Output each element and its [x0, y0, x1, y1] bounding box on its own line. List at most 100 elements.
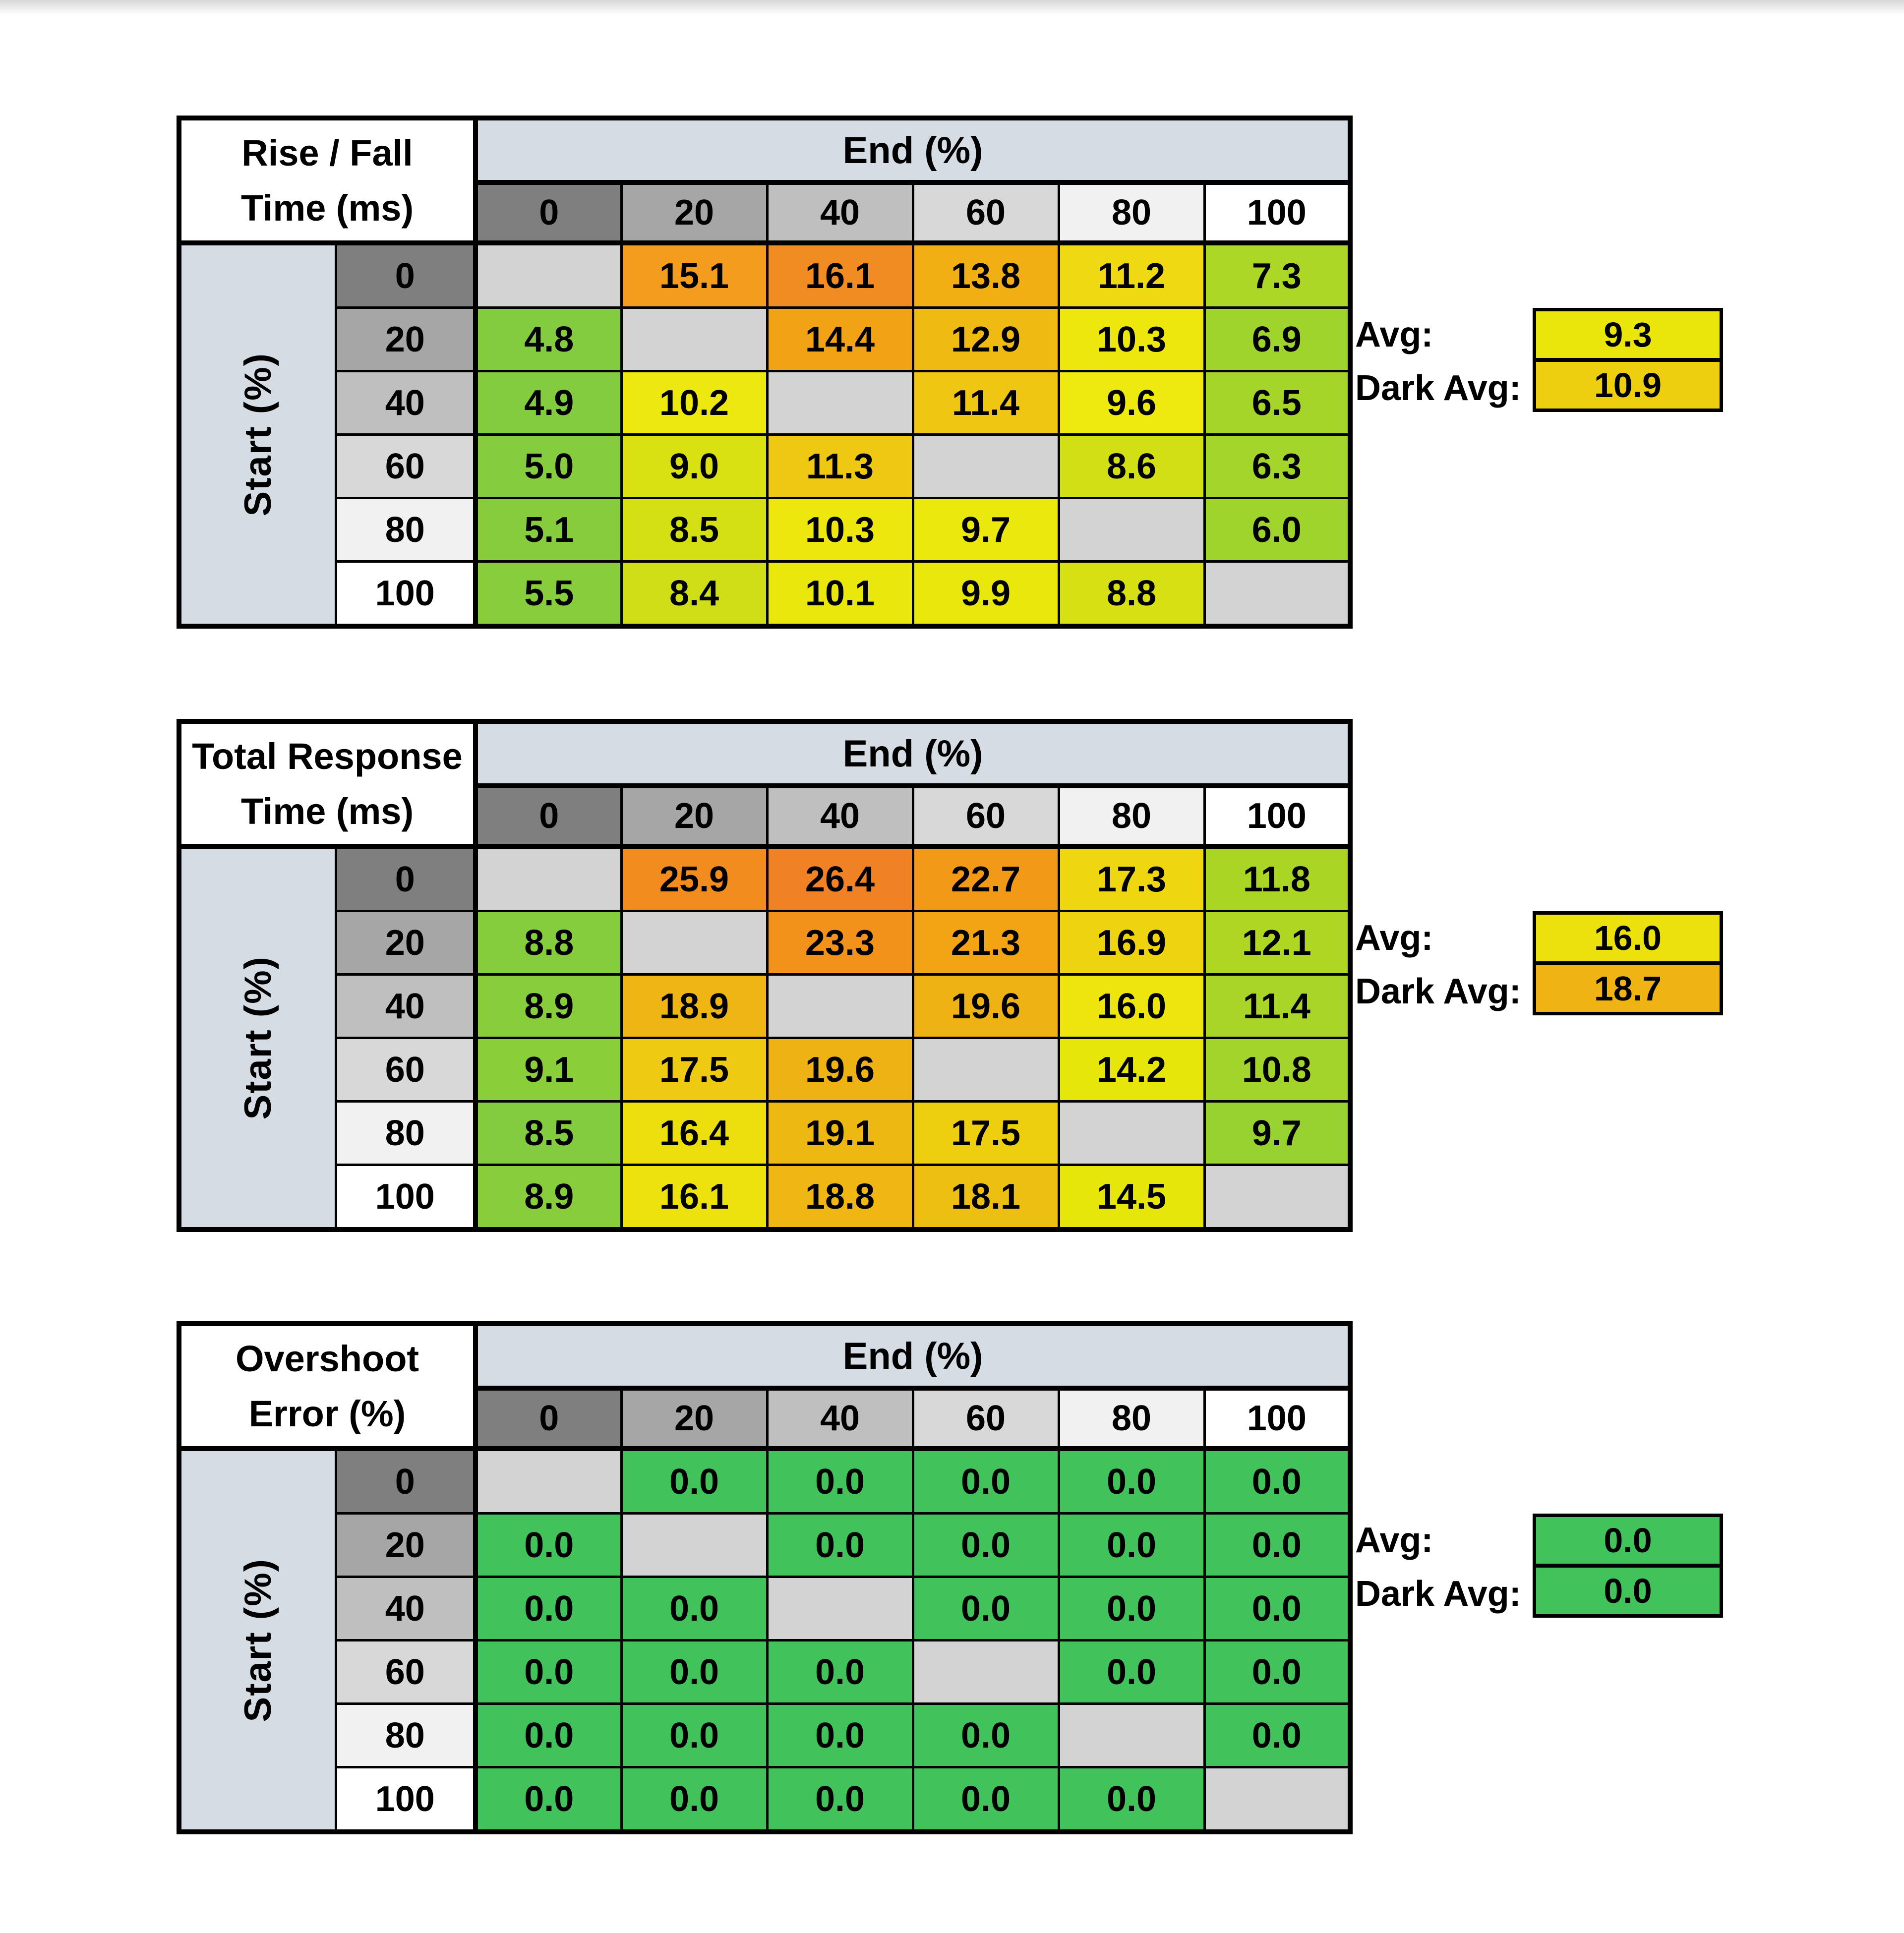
table-row: 60 9.1 17.5 19.6 14.2 10.8: [179, 1037, 1352, 1103]
table-title-line-1: Rise / Fall: [241, 132, 413, 174]
dark-avg-value-box: 18.7: [1533, 962, 1723, 1015]
value-cell: 0.0: [474, 1639, 623, 1705]
row-header-40: 40: [334, 370, 478, 436]
blank-cell: [620, 1512, 769, 1578]
value-cell: 14.5: [1057, 1164, 1206, 1231]
col-header-100: 100: [1203, 181, 1352, 245]
value-cell: 0.0: [474, 1702, 623, 1768]
value-cell: 0.0: [474, 1512, 623, 1578]
value-cell: 22.7: [911, 845, 1060, 912]
col-header-80: 80: [1057, 1387, 1206, 1451]
table-row: 60 5.0 9.0 11.3 8.6 6.3: [179, 433, 1352, 499]
avg-row: Avg: 0.0: [1355, 1514, 1732, 1567]
table-row: 80 8.5 16.4 19.1 17.5 9.7: [179, 1100, 1352, 1166]
blank-cell: [766, 370, 914, 436]
value-cell: 16.4: [620, 1100, 769, 1166]
col-header-100: 100: [1203, 784, 1352, 849]
avg-panel-total-response-time: Avg: 16.0 Dark Avg: 18.7: [1355, 911, 1732, 1018]
value-cell: 9.6: [1057, 370, 1206, 436]
col-header-0: 0: [474, 1387, 623, 1451]
row-header-80: 80: [334, 1100, 478, 1166]
avg-value-box: 0.0: [1533, 1514, 1723, 1567]
x-axis-title-end-pct: End (%): [474, 117, 1352, 185]
value-cell: 12.1: [1203, 910, 1352, 976]
value-cell: 0.0: [911, 1512, 1060, 1578]
value-cell: 9.0: [620, 433, 769, 499]
blank-cell: [911, 1037, 1060, 1103]
table-title-line-2: Time (ms): [240, 187, 414, 229]
row-header-20: 20: [334, 1512, 478, 1578]
value-cell: 8.4: [620, 560, 769, 628]
value-cell: 11.4: [1203, 973, 1352, 1039]
value-cell: 0.0: [1203, 1639, 1352, 1705]
dark-avg-label: Dark Avg:: [1355, 1574, 1521, 1614]
avg-value-box: 9.3: [1533, 308, 1723, 361]
value-cell: 11.8: [1203, 845, 1352, 912]
row-header-100: 100: [334, 1766, 478, 1833]
value-cell: 9.1: [474, 1037, 623, 1103]
x-axis-title-end-pct: End (%): [474, 720, 1352, 788]
col-header-20: 20: [620, 784, 769, 849]
table-row: 100 8.9 16.1 18.8 18.1 14.5: [179, 1164, 1352, 1231]
value-cell: 0.0: [620, 1447, 769, 1515]
col-header-40: 40: [766, 784, 914, 849]
value-cell: 10.8: [1203, 1037, 1352, 1103]
dark-avg-value-box: 10.9: [1533, 358, 1723, 412]
dark-avg-label: Dark Avg:: [1355, 368, 1521, 408]
value-cell: 13.8: [911, 241, 1060, 309]
value-cell: 5.5: [474, 560, 623, 628]
window-top-edge: [0, 0, 1904, 15]
value-cell: 0.0: [911, 1447, 1060, 1515]
blank-cell: [474, 241, 623, 309]
y-axis-title-text: Start (%): [237, 352, 279, 517]
value-cell: 19.6: [766, 1037, 914, 1103]
dark-avg-row: Dark Avg: 18.7: [1355, 962, 1732, 1018]
value-cell: 10.3: [766, 497, 914, 563]
table-title: Rise / Fall Time (ms): [178, 117, 478, 245]
row-header-0: 0: [334, 1447, 478, 1515]
value-cell: 19.1: [766, 1100, 914, 1166]
table-row: Start (%) 0 25.9 26.4 22.7 17.3 11.8: [178, 845, 1352, 1231]
value-cell: 0.0: [766, 1447, 914, 1515]
value-cell: 6.3: [1203, 433, 1352, 499]
blank-cell: [474, 845, 623, 912]
value-cell: 5.0: [474, 433, 623, 499]
overshoot-error-table: Overshoot Error (%) End (%) 0 20 40 60 80 100 Sta…: [177, 1321, 1353, 1834]
blank-cell: [1203, 560, 1352, 628]
value-cell: 18.9: [620, 973, 769, 1039]
col-header-20: 20: [620, 1387, 769, 1451]
value-cell: 11.4: [911, 370, 1060, 436]
value-cell: 0.0: [911, 1766, 1060, 1833]
value-cell: 8.8: [474, 910, 623, 976]
avg-label: Avg:: [1355, 315, 1433, 354]
value-cell: 0.0: [1203, 1512, 1352, 1578]
value-cell: 0.0: [620, 1766, 769, 1833]
value-cell: 25.9: [620, 845, 769, 912]
row-header-80: 80: [334, 1702, 478, 1768]
value-cell: 17.5: [620, 1037, 769, 1103]
col-header-20: 20: [620, 181, 769, 245]
value-cell: 16.1: [766, 241, 914, 309]
value-cell: 0.0: [1203, 1576, 1352, 1641]
avg-panel-overshoot-error: Avg: 0.0 Dark Avg: 0.0: [1355, 1514, 1732, 1621]
value-cell: 8.5: [474, 1100, 623, 1166]
table-row: 80 0.0 0.0 0.0 0.0 0.0: [179, 1702, 1352, 1768]
blank-cell: [911, 1639, 1060, 1705]
dark-avg-row: Dark Avg: 0.0: [1355, 1564, 1732, 1621]
table-row: 40 4.9 10.2 11.4 9.6 6.5: [179, 370, 1352, 436]
value-cell: 11.3: [766, 433, 914, 499]
row-header-60: 60: [334, 1639, 478, 1705]
value-cell: 17.5: [911, 1100, 1060, 1166]
value-cell: 23.3: [766, 910, 914, 976]
blank-cell: [766, 973, 914, 1039]
value-cell: 0.0: [1057, 1447, 1206, 1515]
avg-panel-rise-fall-time: Avg: 9.3 Dark Avg: 10.9: [1355, 308, 1732, 415]
table-row: 60 0.0 0.0 0.0 0.0 0.0: [179, 1639, 1352, 1705]
value-cell: 4.9: [474, 370, 623, 436]
table-title-line-1: Overshoot: [235, 1338, 419, 1379]
table-row: 20 0.0 0.0 0.0 0.0 0.0: [179, 1512, 1352, 1578]
blank-cell: [620, 910, 769, 976]
value-cell: 6.0: [1203, 497, 1352, 563]
row-header-40: 40: [334, 973, 478, 1039]
value-cell: 12.9: [911, 306, 1060, 372]
